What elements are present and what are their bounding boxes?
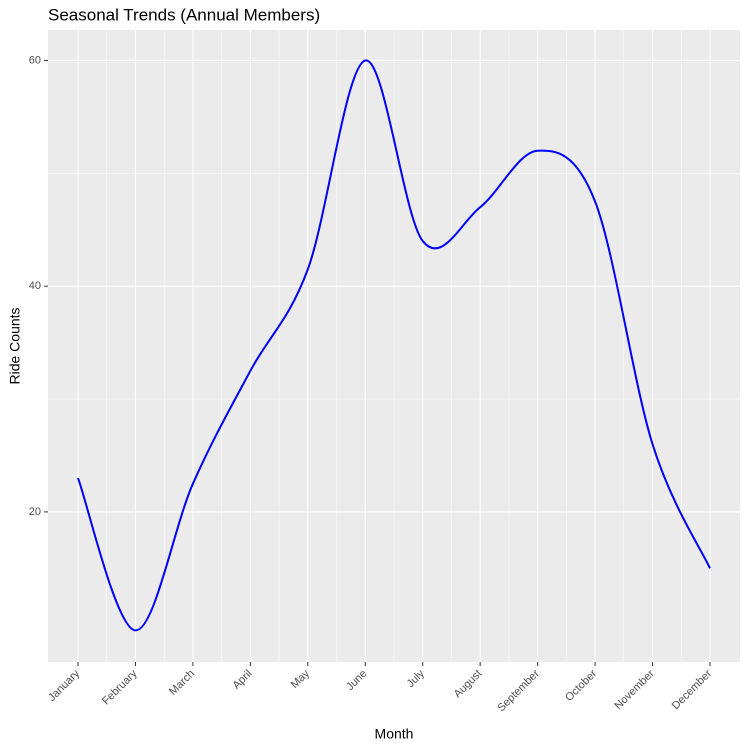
y-tick-label: 60 (29, 54, 41, 66)
x-tick-label: May (289, 667, 313, 691)
x-tick-label: August (452, 668, 485, 701)
y-tick-label: 20 (29, 506, 41, 518)
x-tick-label: January (46, 667, 83, 704)
x-tick-label: October (563, 667, 599, 703)
x-tick-label: November (612, 667, 657, 712)
x-tick-label: July (405, 667, 428, 690)
y-tick-label: 40 (29, 280, 41, 292)
x-tick-label: April (230, 668, 254, 692)
x-tick-label: September (495, 667, 542, 714)
data-line (77, 59, 711, 632)
chart-title: Seasonal Trends (Annual Members) (48, 5, 320, 24)
x-tick-label: December (670, 667, 715, 712)
x-tick-label: February (100, 667, 140, 707)
x-tick-label: June (344, 668, 369, 693)
y-axis-title: Ride Counts (7, 307, 23, 384)
x-tick-label: March (167, 668, 197, 698)
x-axis-title: Month (375, 726, 414, 742)
